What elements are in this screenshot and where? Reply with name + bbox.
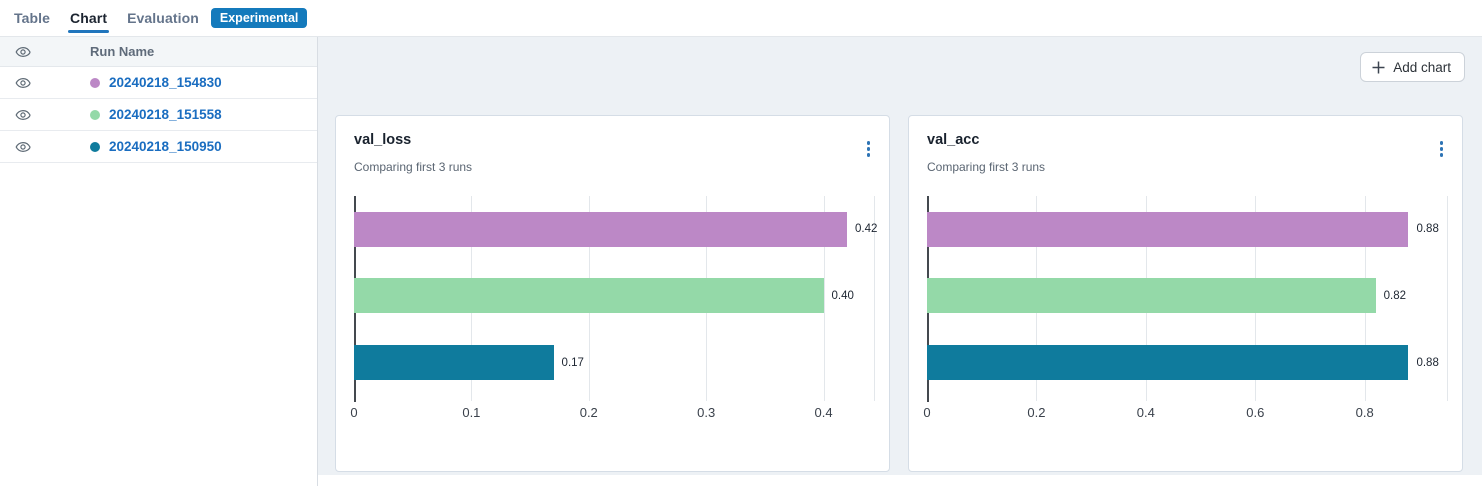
- chart-card-val-acc: val_acc Comparing first 3 runs 0.88 0.82 0…: [908, 115, 1463, 472]
- run-name-link[interactable]: 20240218_150950: [109, 139, 222, 154]
- plus-icon: [1371, 60, 1386, 75]
- gridline: [823, 196, 825, 401]
- x-axis-ticks: 0 0.1 0.2 0.3 0.4: [350, 405, 874, 425]
- run-row: 20240218_154830: [0, 67, 317, 99]
- x-tick-label: 0.6: [1246, 405, 1265, 420]
- run-color-dot: [90, 77, 100, 88]
- bar-value-label: 0.88: [1416, 356, 1439, 369]
- run-name-column-header: Run Name: [90, 44, 155, 59]
- tab-evaluation[interactable]: Evaluation: [127, 10, 199, 26]
- chart-subtitle: Comparing first 3 runs: [354, 160, 473, 174]
- x-tick-label: 0: [350, 405, 358, 420]
- eye-icon[interactable]: [15, 139, 31, 155]
- eye-icon[interactable]: [15, 75, 31, 91]
- gridline: [1447, 196, 1448, 401]
- plot-area: 0.42 0.40 0.17: [354, 196, 878, 402]
- bar-value-label: 0.82: [1383, 289, 1407, 302]
- content-area: Run Name 20240218_154830 20240218_151558: [0, 37, 1482, 486]
- x-tick-label: 0.1: [462, 405, 481, 420]
- bar-row: 0.88: [927, 329, 1447, 396]
- experimental-badge: Experimental: [210, 8, 308, 28]
- x-tick-label: 0.2: [579, 405, 598, 420]
- bar-value-label: 0.40: [831, 289, 854, 302]
- bar-row: 0.17: [354, 329, 874, 396]
- bar-20240218_150950: [927, 345, 1409, 381]
- run-color-dot: [90, 141, 100, 152]
- add-chart-button[interactable]: Add chart: [1360, 52, 1465, 82]
- x-tick-label: 0.8: [1355, 405, 1374, 420]
- run-name-link[interactable]: 20240218_154830: [109, 75, 222, 90]
- bar-row: 0.82: [927, 263, 1447, 330]
- eye-icon[interactable]: [15, 44, 31, 60]
- bar-20240218_151558: [927, 278, 1376, 314]
- bar-row: 0.40: [354, 263, 874, 330]
- x-tick-label: 0.4: [1136, 405, 1155, 420]
- run-name-link[interactable]: 20240218_151558: [109, 107, 222, 122]
- tab-chart[interactable]: Chart: [68, 0, 110, 36]
- run-row: 20240218_150950: [0, 131, 317, 163]
- x-axis-ticks: 0 0.2 0.4 0.6 0.8: [923, 405, 1447, 425]
- kebab-menu-icon[interactable]: [1437, 138, 1447, 160]
- panel-bottom-strip: [318, 475, 1482, 486]
- add-chart-label: Add chart: [1393, 59, 1451, 75]
- bar-row: 0.42: [354, 196, 878, 263]
- run-list-sidebar: Run Name 20240218_154830 20240218_151558: [0, 37, 318, 486]
- chart-title: val_loss: [354, 132, 412, 148]
- eye-icon[interactable]: [15, 107, 31, 123]
- run-list-header: Run Name: [0, 37, 317, 67]
- tab-table[interactable]: Table: [14, 10, 51, 26]
- bar-20240218_151558: [354, 278, 824, 314]
- x-tick-label: 0.2: [1027, 405, 1046, 420]
- bar-20240218_154830: [354, 211, 847, 247]
- tab-bar: Table Chart Evaluation Experimental: [0, 0, 1482, 37]
- gridline: [874, 196, 875, 401]
- bar-20240218_150950: [354, 345, 554, 381]
- run-row: 20240218_151558: [0, 99, 317, 131]
- bar-20240218_154830: [927, 211, 1409, 247]
- bar-value-label: 0.17: [561, 356, 584, 369]
- charts-panel: Add chart val_loss Comparing first 3 run…: [318, 37, 1482, 486]
- bar-value-label: 0.42: [855, 223, 878, 236]
- x-tick-label: 0.3: [697, 405, 716, 420]
- run-color-dot: [90, 109, 100, 120]
- chart-card-val-loss: val_loss Comparing first 3 runs 0.42 0.40…: [335, 115, 890, 472]
- kebab-menu-icon[interactable]: [864, 138, 874, 160]
- x-tick-label: 0.4: [814, 405, 833, 420]
- chart-subtitle: Comparing first 3 runs: [927, 160, 1046, 174]
- chart-title: val_acc: [927, 132, 980, 148]
- bar-value-label: 0.88: [1416, 223, 1439, 236]
- x-tick-label: 0: [923, 405, 931, 420]
- bar-row: 0.88: [927, 196, 1447, 263]
- chart-cards-row: val_loss Comparing first 3 runs 0.42 0.40…: [335, 115, 1465, 472]
- plot-area: 0.88 0.82 0.88: [927, 196, 1448, 402]
